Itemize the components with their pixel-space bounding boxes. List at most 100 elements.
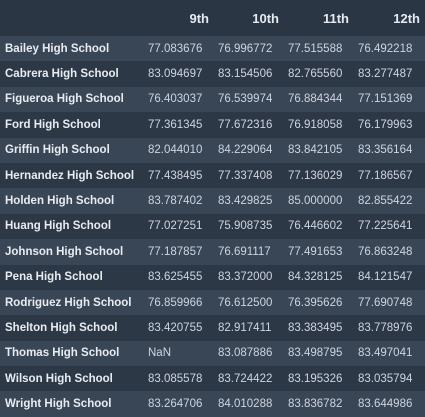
cell-value: 83.644986 — [358, 398, 413, 411]
table-row: Thomas High School NaN 83.087886 83.498795 8… — [0, 340, 425, 367]
cell-value: 84.328125 — [288, 271, 343, 284]
cell-value: 83.429825 — [218, 195, 273, 208]
table-row: Wilson High School 83.085578 83.724422 83.1… — [0, 366, 425, 392]
column-header-12th: 12th — [393, 10, 420, 26]
cell-value: 77.690748 — [358, 296, 413, 309]
table-row: Wright High School 83.264706 84.010288 83.8… — [0, 391, 425, 417]
row-label-school: Wilson High School — [5, 372, 113, 385]
cell-value: 77.672316 — [218, 118, 273, 131]
cell-value: 77.136029 — [288, 169, 343, 182]
cell-value: 83.264706 — [148, 398, 203, 411]
table-row: Rodriguez High School 76.859966 76.612500 7… — [0, 289, 425, 316]
cell-value: 82.917411 — [218, 321, 272, 334]
row-label-school: Holden High School — [5, 195, 115, 208]
cell-value: 83.372000 — [218, 271, 273, 284]
cell-value: 83.497041 — [358, 347, 413, 360]
cell-value: 76.403037 — [148, 93, 203, 106]
cell-value: 84.010288 — [218, 398, 273, 411]
row-label-school: Pena High School — [5, 271, 103, 284]
cell-value: 77.083676 — [148, 42, 203, 55]
cell-value: 84.121547 — [358, 271, 413, 284]
cell-value: 77.361345 — [148, 118, 203, 131]
cell-value: 83.383495 — [288, 321, 343, 334]
row-label-school: Wright High School — [5, 398, 112, 411]
cell-value: 83.356164 — [358, 144, 413, 157]
row-label-school: Ford High School — [5, 118, 101, 131]
column-header-10th: 10th — [252, 10, 279, 26]
table-row: Huang High School 77.027251 75.908735 76.44… — [0, 213, 425, 240]
cell-value: 77.187857 — [148, 245, 203, 258]
header-row: 9th 10th 11th 12th — [0, 0, 425, 36]
table-row: Griffin High School 82.044010 84.229064 83.… — [0, 137, 425, 163]
cell-value: 76.863248 — [358, 245, 413, 258]
cell-value: 76.492218 — [358, 42, 413, 55]
table-row: Cabrera High School 83.094697 83.154506 82.… — [0, 61, 425, 87]
row-label-school: Cabrera High School — [5, 68, 119, 81]
row-label-school: Shelton High School — [5, 321, 118, 334]
cell-value: NaN — [148, 347, 172, 360]
cell-value: 76.884344 — [288, 93, 343, 106]
table-header: 9th 10th 11th 12th — [0, 0, 425, 36]
cell-value: 83.085578 — [148, 372, 203, 385]
cell-value: 77.151369 — [358, 93, 413, 106]
cell-value: 83.842105 — [288, 144, 343, 157]
cell-value: 83.498795 — [288, 347, 343, 360]
cell-value: 75.908735 — [218, 220, 273, 233]
cell-value: 77.515588 — [288, 42, 343, 55]
cell-value: 77.225641 — [358, 220, 413, 233]
cell-value: 76.446602 — [288, 220, 343, 233]
column-header-9th: 9th — [189, 10, 210, 26]
table-row: Figueroa High School 76.403037 76.539974 76… — [0, 86, 425, 113]
cell-value: 83.787402 — [148, 195, 203, 208]
cell-value: 84.229064 — [218, 144, 273, 157]
cell-value: 76.539974 — [218, 93, 273, 106]
row-label-school: Hernandez High School — [5, 169, 135, 182]
table-row: Shelton High School 83.420755 82.917411 83.… — [0, 315, 425, 341]
table-row: Bailey High School 77.083676 76.996772 77.5… — [0, 36, 425, 62]
cell-value: 83.778976 — [358, 321, 413, 334]
cell-value: 82.765560 — [288, 68, 343, 81]
cell-value: 83.724422 — [218, 372, 273, 385]
cell-value: 76.691117 — [218, 245, 271, 258]
table-row: Johnson High School 77.187857 76.691117 77.… — [0, 239, 425, 265]
cell-value: 83.094697 — [148, 68, 203, 81]
cell-value: 83.154506 — [218, 68, 273, 81]
cell-value: 83.277487 — [358, 68, 413, 81]
column-header-11th: 11th — [322, 10, 349, 26]
row-label-school: Griffin High School — [5, 144, 110, 157]
cell-value: 76.996772 — [218, 42, 273, 55]
cell-value: 77.027251 — [148, 220, 203, 233]
cell-value: 76.612500 — [218, 296, 273, 309]
column-header-index — [0, 0, 144, 36]
cell-value: 76.179963 — [358, 118, 413, 131]
cell-value: 82.855422 — [358, 195, 413, 208]
table-row: Ford High School 77.361345 77.672316 76.918… — [0, 112, 425, 138]
table-body: Bailey High School 77.083676 76.996772 77.5… — [0, 36, 425, 417]
cell-value: 76.918058 — [288, 118, 343, 131]
table-row: Hernandez High School 77.438495 77.337408 7… — [0, 162, 425, 189]
cell-value: 77.491653 — [288, 245, 343, 258]
cell-value: 83.195326 — [288, 372, 343, 385]
row-label-school: Huang High School — [5, 220, 112, 233]
row-label-school: Thomas High School — [5, 347, 120, 360]
row-label-school: Bailey High School — [5, 42, 110, 55]
table-row: Pena High School 83.625455 83.372000 84.328… — [0, 264, 425, 290]
row-label-school: Figueroa High School — [5, 93, 124, 106]
cell-value: 83.836782 — [288, 398, 343, 411]
cell-value: 76.395626 — [288, 296, 343, 309]
row-label-school: Rodriguez High School — [5, 296, 132, 309]
cell-value: 85.000000 — [288, 195, 343, 208]
cell-value: 77.186567 — [358, 169, 413, 182]
cell-value: 82.044010 — [148, 144, 203, 157]
row-label-school: Johnson High School — [5, 245, 124, 258]
cell-value: 77.438495 — [148, 169, 203, 182]
cell-value: 83.087886 — [218, 347, 273, 360]
cell-value: 83.035794 — [358, 372, 413, 385]
cell-value: 77.337408 — [218, 169, 273, 182]
cell-value: 83.420755 — [148, 321, 203, 334]
cell-value: 76.859966 — [148, 296, 203, 309]
table-row: Holden High School 83.787402 83.429825 85.0… — [0, 188, 425, 214]
cell-value: 83.625455 — [148, 271, 203, 284]
